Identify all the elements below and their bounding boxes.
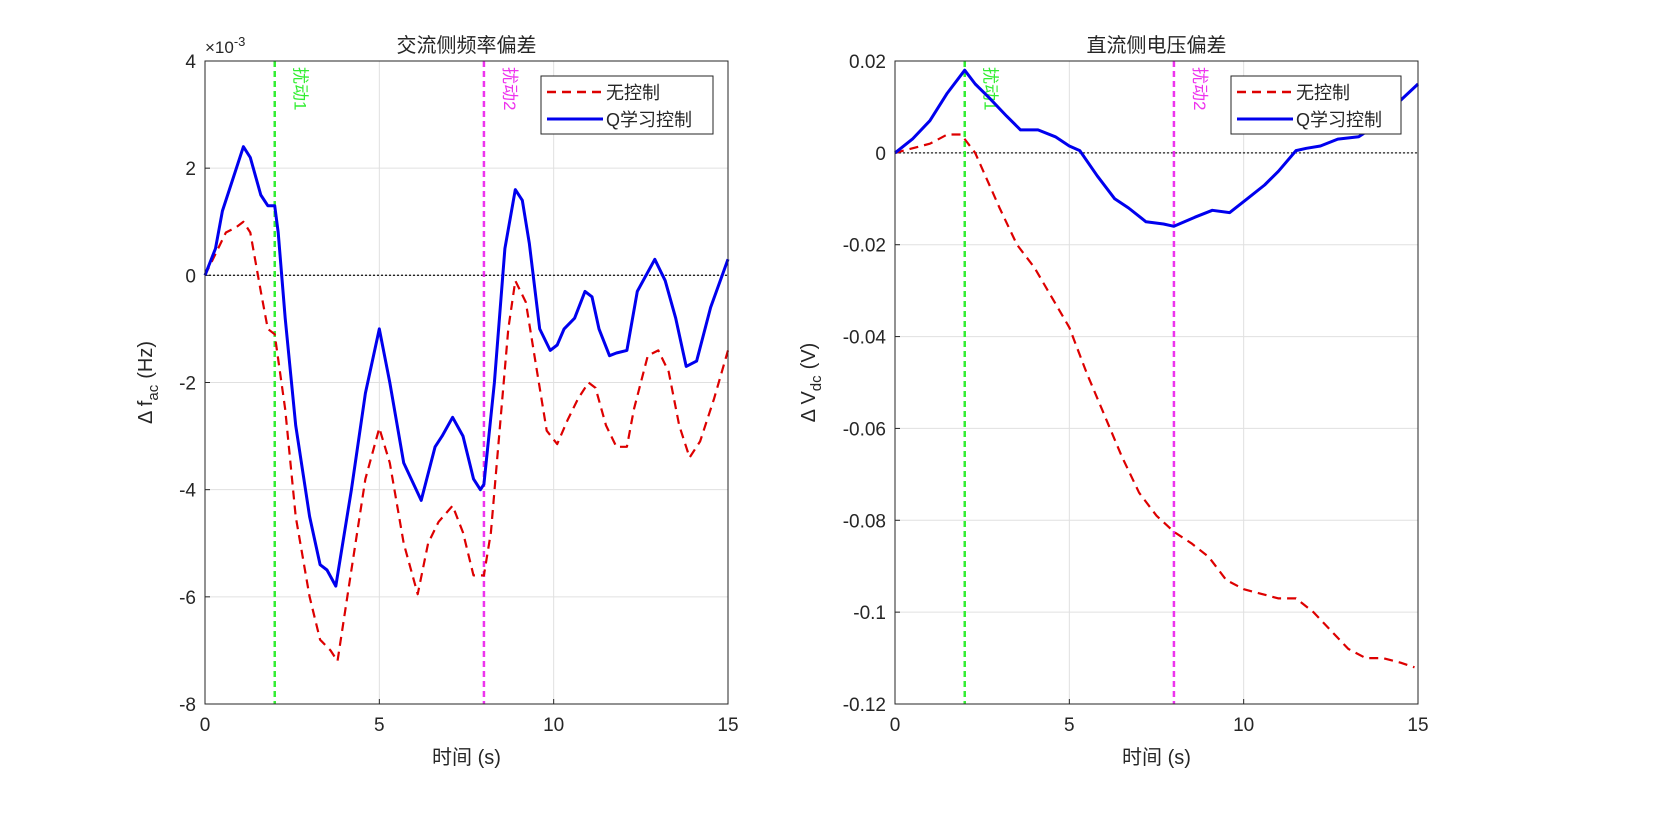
x-tick-label: 10	[543, 715, 564, 736]
legend-label: 无控制	[606, 83, 660, 103]
y-axis-label-main: Δ V	[798, 391, 820, 423]
x-tick-label: 15	[1407, 715, 1428, 736]
disturbance-label-1: 扰动1	[291, 67, 310, 110]
axes-box	[894, 60, 1419, 705]
legend: 无控制 Q学习控制	[1230, 75, 1402, 135]
y-tick-label: -0.1	[853, 603, 886, 624]
y-tick-label: 4	[185, 52, 196, 73]
legend-label: Q学习控制	[606, 110, 692, 130]
x-tick-label: 5	[1064, 715, 1075, 736]
y-axis-label-unit: (Hz)	[135, 341, 157, 379]
disturbance-label-2: 扰动2	[1190, 67, 1209, 110]
axes-box	[204, 60, 729, 705]
y-tick-label: -0.02	[843, 236, 886, 257]
x-tick-label: 0	[890, 715, 901, 736]
series-line-q-learning	[894, 68, 1420, 228]
legend: 无控制 Q学习控制	[540, 75, 714, 135]
x-tick-label: 5	[374, 715, 385, 736]
y-tick-label: 0	[875, 144, 886, 165]
chart-2: 0 5 10 15 -0.12 -0.1 -0.08 -0.06 -0.04 -0.02 0 0.02…	[798, 34, 1429, 769]
x-tick-label: 10	[1233, 715, 1254, 736]
y-tick-label: -0.12	[843, 695, 886, 716]
exponent-base: ×10	[205, 38, 234, 57]
y-axis-label-subscript: ac	[145, 384, 162, 400]
x-axis-label: 时间 (s)	[1122, 746, 1191, 769]
y-axis-label-main: Δ f	[135, 400, 157, 424]
y-axis-label: Δ Vdc (V)	[798, 343, 825, 423]
y-tick-label: -0.08	[843, 511, 886, 532]
y-tick-label: 0	[185, 266, 196, 287]
y-tick-label: 2	[185, 159, 196, 180]
y-tick-label: -2	[179, 374, 196, 395]
exponent-power: -3	[234, 34, 246, 49]
series-line-no-control	[204, 220, 730, 663]
y-tick-label: -8	[179, 695, 196, 716]
legend-label: Q学习控制	[1296, 110, 1382, 130]
x-tick-label: 15	[717, 715, 738, 736]
x-axis-label: 时间 (s)	[432, 746, 501, 769]
y-tick-label: 0.02	[849, 52, 886, 73]
y-axis-label: Δ fac (Hz)	[135, 341, 162, 424]
y-axis-label-subscript: dc	[808, 375, 825, 391]
y-axis-label-unit: (V)	[798, 343, 820, 370]
chart-title: 直流侧电压偏差	[1087, 34, 1227, 57]
y-tick-label: -6	[179, 588, 196, 609]
x-tick-label: 0	[200, 715, 211, 736]
y-tick-label: -4	[179, 481, 196, 502]
series-line-q-learning	[203, 145, 730, 588]
series-line-no-control	[894, 133, 1415, 669]
disturbance-label-2: 扰动2	[500, 67, 519, 110]
y-axis-exponent: ×10-3	[205, 34, 245, 57]
legend-label: 无控制	[1296, 83, 1350, 103]
legend-box	[1230, 75, 1402, 135]
y-tick-label: -0.04	[843, 328, 887, 349]
chart-title: 交流侧频率偏差	[397, 34, 537, 57]
y-tick-label: -0.06	[843, 419, 886, 440]
legend-box	[540, 75, 714, 135]
disturbance-label-1: 扰动1	[981, 67, 1000, 110]
